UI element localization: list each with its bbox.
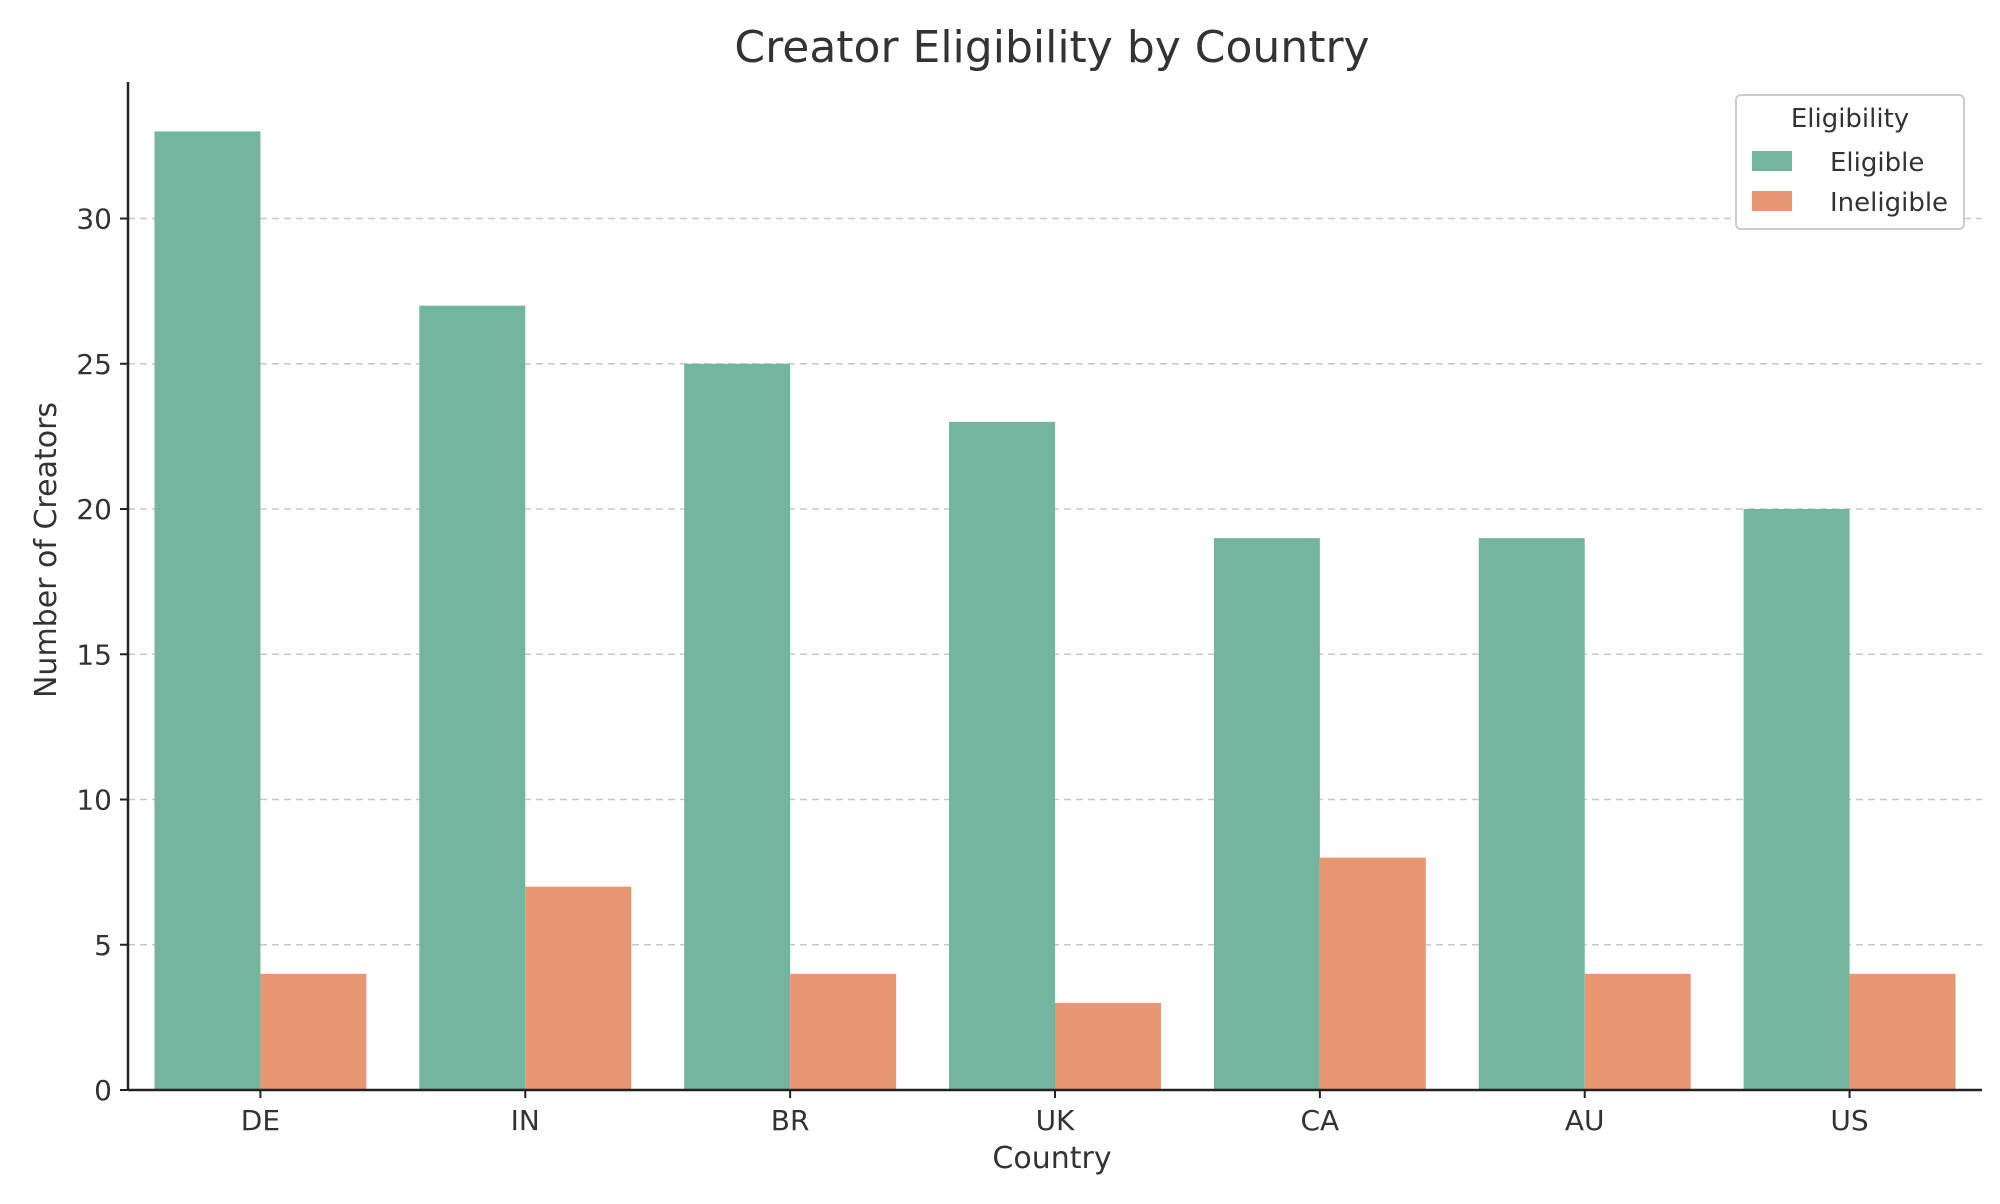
bar-eligible-au [1478,538,1585,1090]
legend-items: Eligible Ineligible [1752,148,1948,218]
x-tick-label: AU [1565,1104,1605,1137]
y-tick-label: 5 [94,929,112,962]
y-axis-ticks: 0 5 10 15 20 25 30 [76,203,128,1107]
legend-swatch-ineligible [1752,191,1792,211]
bar-eligible-uk [949,421,1055,1091]
bar-eligible-ca [1213,538,1320,1090]
y-axis-title: Number of Creators [29,402,64,698]
bar-ineligible-au [1584,973,1691,1090]
legend-label-eligible: Eligible [1830,148,1924,178]
y-tick-label: 25 [76,348,112,381]
chart-title: Creator Eligibility by Country [734,22,1369,73]
y-tick-label: 30 [76,203,112,236]
y-tick-label: 15 [76,638,112,671]
x-tick-label: IN [511,1104,540,1137]
x-tick-label: DE [241,1104,280,1137]
bar-ineligible-us [1849,973,1956,1090]
y-tick-label: 0 [94,1074,112,1107]
legend-frame [1735,94,1965,230]
x-tick-label: CA [1300,1104,1339,1137]
y-tick-label: 10 [76,784,112,817]
bar-eligible-br [684,363,791,1090]
bar-ineligible-de [260,973,367,1090]
bar-eligible-us [1743,509,1850,1091]
bar-eligible-de [154,131,261,1090]
x-axis-title: Country [992,1141,1111,1176]
x-tick-label: US [1830,1104,1868,1137]
legend-label-ineligible: Ineligible [1830,188,1948,218]
bar-ineligible-br [790,973,897,1090]
x-axis-ticks: DE IN BR UK CA AU US [241,1090,1869,1137]
x-tick-label: UK [1036,1104,1075,1137]
bar-ineligible-uk [1055,1002,1161,1090]
legend: Eligibility Eligible Ineligible [1735,94,1965,230]
bar-ineligible-ca [1319,857,1426,1090]
legend-swatch-eligible [1752,151,1792,171]
bar-ineligible-in [525,886,632,1090]
bars [154,131,1956,1091]
legend-title: Eligibility [1791,104,1909,134]
x-tick-label: BR [771,1104,810,1137]
y-tick-label: 20 [76,493,112,526]
bar-eligible-in [419,305,526,1090]
